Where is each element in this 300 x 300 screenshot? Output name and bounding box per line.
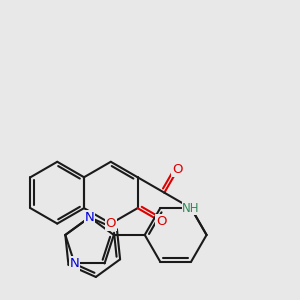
Text: N: N	[85, 211, 94, 224]
Text: O: O	[172, 164, 183, 176]
Text: N: N	[70, 257, 80, 270]
Text: NH: NH	[182, 202, 200, 215]
Text: O: O	[106, 217, 116, 230]
Text: O: O	[156, 215, 166, 228]
